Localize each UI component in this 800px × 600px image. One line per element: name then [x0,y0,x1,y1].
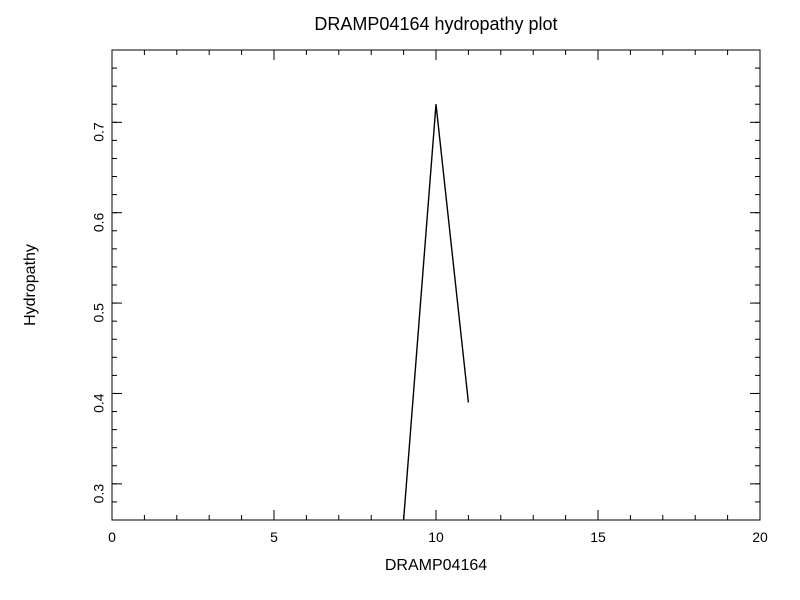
y-tick-label: 0.6 [91,212,107,232]
x-tick-label: 15 [590,529,606,545]
y-tick-label: 0.7 [91,122,107,142]
x-tick-label: 5 [270,529,278,545]
y-tick-label: 0.5 [91,303,107,323]
x-tick-label: 0 [108,529,116,545]
chart-background [0,0,800,600]
y-axis-label: Hydropathy [22,244,39,326]
x-tick-label: 20 [752,529,768,545]
y-tick-label: 0.3 [91,484,107,504]
y-tick-label: 0.4 [91,393,107,413]
x-tick-label: 10 [428,529,444,545]
chart-title: DRAMP04164 hydropathy plot [314,14,557,34]
hydropathy-chart: 0 5 10 15 20 0.3 0.4 0.5 0.6 0.7 DRAMP04164 hydrop… [0,0,800,600]
x-axis-label: DRAMP04164 [385,557,487,574]
